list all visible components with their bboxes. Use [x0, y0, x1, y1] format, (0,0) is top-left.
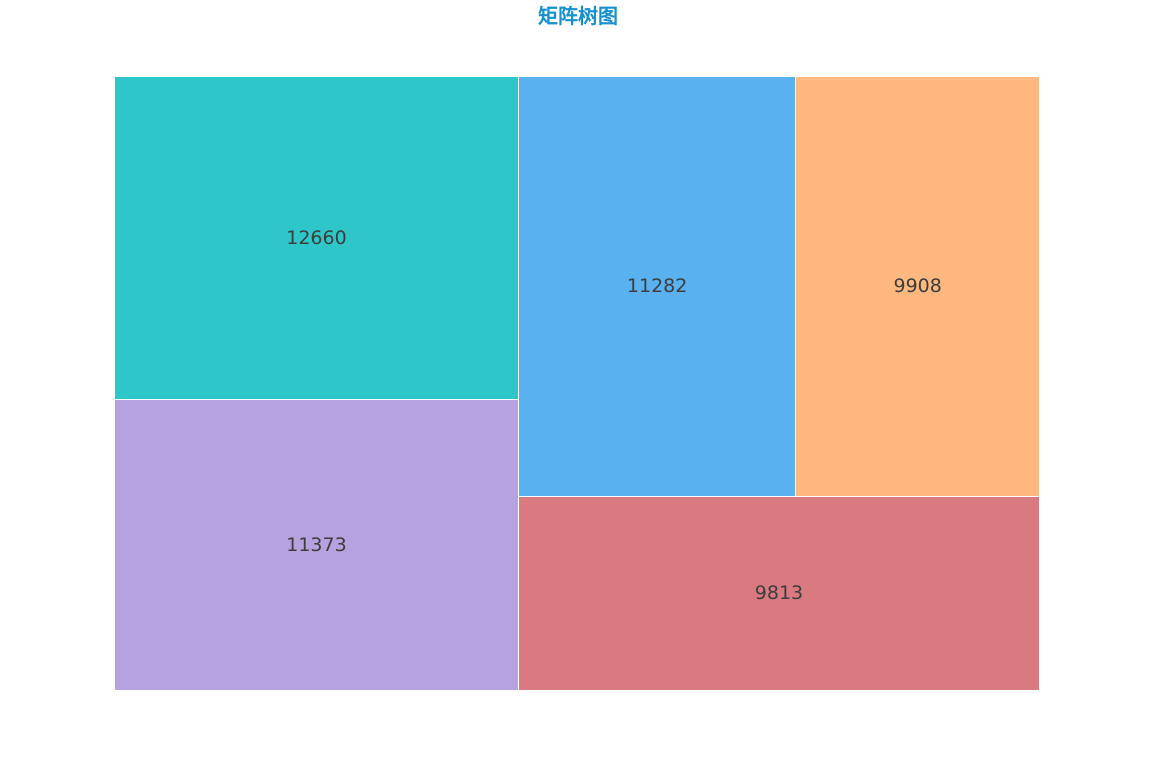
treemap-cell-label: 12660 [286, 227, 347, 250]
treemap-cell-label: 9908 [893, 275, 942, 298]
chart-title: 矩阵树图 [538, 4, 618, 28]
treemap-cell-label: 11373 [286, 534, 347, 557]
treemap-cell[interactable]: 11373 [115, 400, 519, 691]
treemap-cell-label: 9813 [754, 582, 804, 605]
treemap-cell-label: 11282 [626, 275, 688, 298]
treemap-cell[interactable]: 12660 [115, 77, 519, 401]
treemap-cell[interactable]: 9908 [796, 77, 1040, 497]
treemap-cell[interactable]: 9813 [518, 496, 1040, 691]
treemap-plot-area: 12660 11373 11282 9908 9813 [115, 77, 1040, 691]
treemap-cell[interactable]: 11282 [518, 77, 797, 497]
